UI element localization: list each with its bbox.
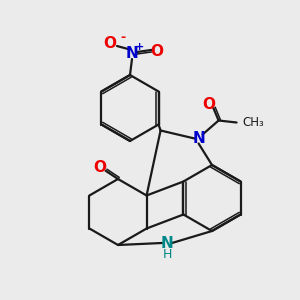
Text: O: O xyxy=(151,44,164,59)
Text: N: N xyxy=(160,236,173,250)
Text: -: - xyxy=(120,31,126,44)
Text: H: H xyxy=(162,248,172,260)
Text: N: N xyxy=(126,46,138,61)
Text: O: O xyxy=(202,97,215,112)
Text: O: O xyxy=(94,160,106,175)
Text: +: + xyxy=(135,42,145,52)
Text: CH₃: CH₃ xyxy=(243,116,264,129)
Text: N: N xyxy=(192,131,205,146)
Text: O: O xyxy=(103,35,116,50)
